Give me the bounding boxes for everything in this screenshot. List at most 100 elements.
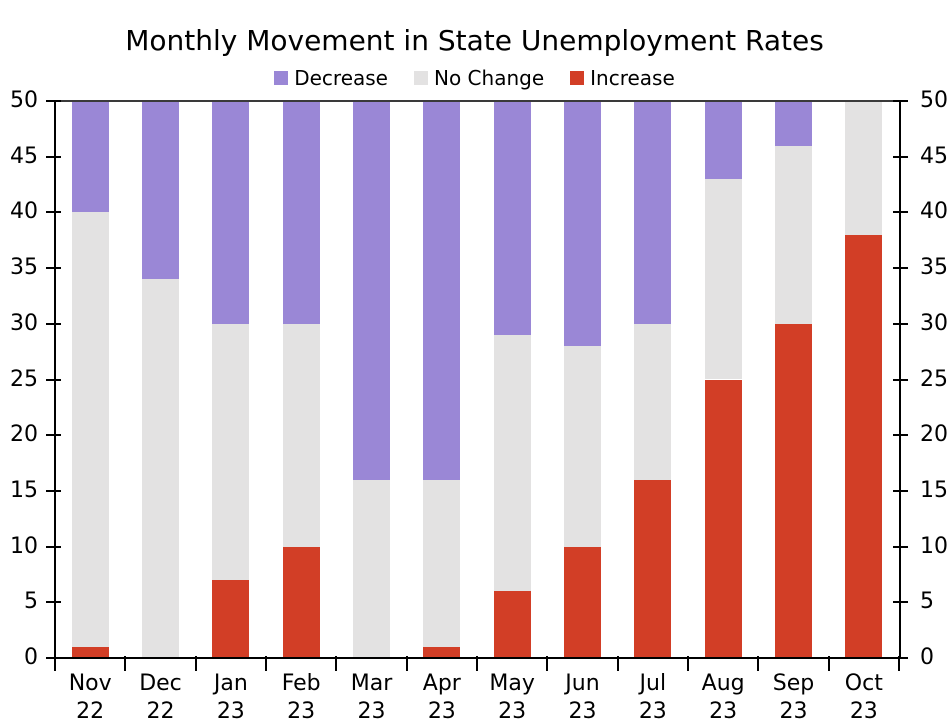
bar-segment-no-change bbox=[704, 178, 742, 380]
x-axis-label-line: 23 bbox=[427, 699, 456, 724]
legend-item-decrease: Decrease bbox=[274, 66, 388, 90]
y-tick-right bbox=[893, 267, 908, 270]
bar-segment-decrease bbox=[704, 101, 742, 179]
bar-segment-decrease bbox=[71, 101, 109, 213]
bar-segment-increase bbox=[775, 323, 812, 658]
x-axis-label-line: 23 bbox=[638, 699, 667, 724]
y-tick-left bbox=[46, 378, 61, 381]
bar-segment-decrease bbox=[564, 101, 601, 347]
y-tick-right bbox=[893, 100, 908, 102]
y-tick-left bbox=[46, 155, 61, 158]
bar-segment-decrease bbox=[212, 101, 250, 324]
x-axis-label-line: 23 bbox=[568, 699, 597, 724]
x-axis-label-line: Jul bbox=[639, 671, 667, 696]
x-axis-label-line: 23 bbox=[357, 699, 386, 724]
y-tick-right bbox=[893, 322, 908, 325]
bar-segment-increase bbox=[634, 479, 672, 658]
y-axis-label-left: 25 bbox=[10, 366, 38, 392]
y-axis-label-left: 10 bbox=[10, 533, 38, 559]
x-axis-label: Jun 23 bbox=[547, 670, 617, 726]
y-tick-right bbox=[893, 489, 908, 492]
bar-segment-decrease bbox=[634, 101, 672, 324]
x-axis-label: May 23 bbox=[477, 670, 547, 726]
y-axis-label-right: 0 bbox=[920, 645, 934, 670]
bar-segment-decrease bbox=[282, 101, 320, 324]
y-axis-label-right: 40 bbox=[920, 199, 948, 225]
legend-swatch-decrease bbox=[274, 71, 289, 85]
bar-segment-decrease bbox=[423, 101, 461, 480]
y-axis-label-left: 5 bbox=[24, 589, 38, 615]
bar-segment-no-change bbox=[282, 323, 320, 547]
x-axis-label-line: 23 bbox=[498, 699, 527, 724]
x-axis-label-line: Feb bbox=[281, 671, 321, 696]
bar-segment-increase bbox=[704, 379, 742, 658]
bar-segment-increase bbox=[845, 234, 883, 658]
legend-label-no-change: No Change bbox=[434, 66, 545, 90]
x-tick bbox=[54, 656, 56, 671]
bar-segment-increase bbox=[282, 546, 320, 658]
x-axis-label-line: Dec bbox=[139, 671, 182, 696]
y-tick-right bbox=[893, 657, 908, 659]
x-axis-label-line: 22 bbox=[76, 699, 105, 724]
y-axis-label-right: 15 bbox=[920, 477, 948, 503]
bar-segment-no-change bbox=[634, 323, 672, 480]
x-tick bbox=[687, 656, 689, 671]
bar-segment-increase bbox=[212, 580, 250, 658]
y-axis-label-left: 0 bbox=[24, 645, 38, 670]
bar-segment-decrease bbox=[493, 101, 531, 335]
x-axis-label-line: Apr bbox=[422, 671, 461, 696]
y-axis-label-right: 25 bbox=[920, 366, 948, 392]
x-tick bbox=[757, 656, 760, 671]
y-axis-label-left: 35 bbox=[10, 255, 38, 281]
x-axis-label-line: Aug bbox=[701, 671, 745, 696]
y-tick-left bbox=[46, 601, 61, 604]
x-axis-label-line: 23 bbox=[849, 699, 878, 724]
y-axis-label-right: 50 bbox=[920, 88, 948, 113]
x-axis-label-line: 23 bbox=[287, 699, 316, 724]
bar-segment-no-change bbox=[775, 145, 812, 324]
x-axis-label-line: May bbox=[489, 671, 535, 696]
legend-swatch-increase bbox=[570, 71, 585, 85]
x-axis-label: Sep 23 bbox=[758, 670, 828, 726]
y-tick-left bbox=[46, 545, 61, 548]
y-tick-left bbox=[46, 489, 61, 492]
y-axis-label-right: 5 bbox=[920, 589, 934, 615]
bar-segment-increase bbox=[564, 546, 601, 658]
x-tick bbox=[194, 656, 197, 671]
x-axis-label: Jul 23 bbox=[618, 670, 688, 726]
y-tick-right bbox=[893, 211, 908, 214]
y-axis-label-right: 35 bbox=[920, 255, 948, 281]
y-axis-label-right: 30 bbox=[920, 310, 948, 336]
x-axis-label: Mar 23 bbox=[336, 670, 406, 726]
bar-segment-no-change bbox=[71, 212, 109, 647]
y-axis-label-right: 45 bbox=[920, 143, 948, 169]
x-axis-label-line: 23 bbox=[709, 699, 738, 724]
y-tick-left bbox=[46, 211, 61, 214]
bar-segment-no-change bbox=[353, 479, 390, 658]
x-tick bbox=[335, 656, 338, 671]
y-tick-left bbox=[46, 100, 61, 102]
x-axis-label-line: 22 bbox=[146, 699, 175, 724]
x-tick bbox=[265, 656, 267, 671]
y-tick-left bbox=[46, 322, 61, 325]
x-axis-label: Nov 22 bbox=[55, 670, 125, 726]
y-tick-left bbox=[46, 434, 61, 437]
y-tick-right bbox=[893, 545, 908, 548]
y-axis-label-left: 30 bbox=[10, 310, 38, 336]
legend-swatch-no-change bbox=[414, 71, 428, 85]
x-tick bbox=[827, 656, 830, 671]
x-tick bbox=[476, 656, 478, 671]
x-axis-label: Oct 23 bbox=[829, 670, 899, 726]
plot-border-top bbox=[54, 100, 901, 102]
x-axis-label-line: Jun bbox=[565, 671, 600, 696]
y-axis-label-left: 15 bbox=[10, 477, 38, 503]
bar-segment-decrease bbox=[353, 101, 390, 480]
x-tick bbox=[405, 656, 408, 671]
bar-segment-decrease bbox=[775, 101, 812, 146]
y-axis-label-right: 20 bbox=[920, 422, 948, 448]
x-axis-label-line: Jan bbox=[213, 671, 248, 696]
x-tick bbox=[546, 656, 549, 671]
y-tick-left bbox=[46, 657, 61, 659]
legend-item-no-change: No Change bbox=[414, 66, 544, 90]
y-axis-label-left: 20 bbox=[10, 422, 38, 448]
